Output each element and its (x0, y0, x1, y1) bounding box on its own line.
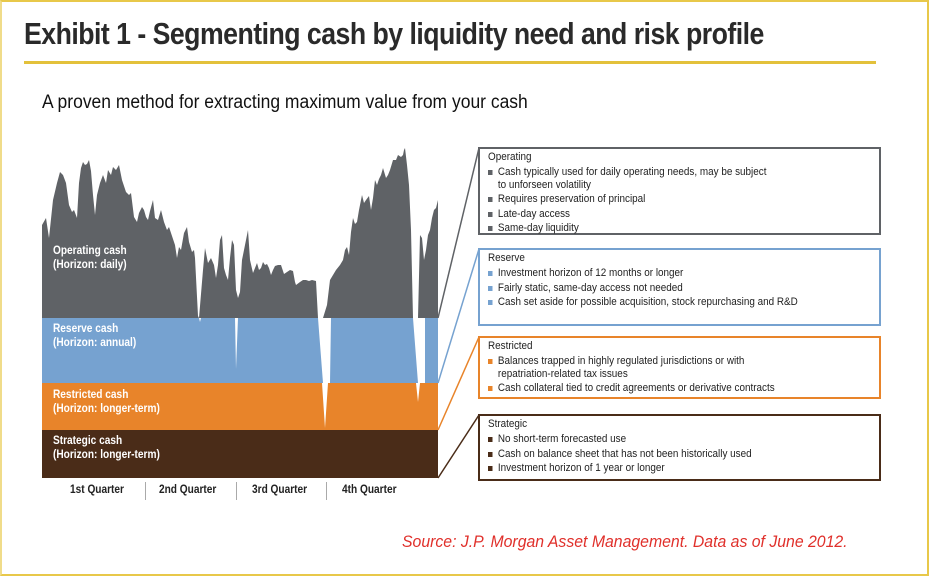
band-label-strategic-horizon: (Horizon: longer-term) (53, 449, 160, 461)
square-bullet-icon (488, 451, 493, 457)
square-bullet-icon (488, 170, 493, 175)
box-operating-title: Operating (488, 151, 532, 163)
square-bullet-icon (488, 359, 493, 364)
band-label-restricted: Restricted cash (Horizon: longer-term) (53, 388, 160, 416)
list-item: Investment horizon of 1 year or longer (488, 462, 894, 475)
band-label-operating-name: Operating cash (53, 245, 127, 257)
restricted-band (42, 383, 438, 430)
x-tick-q4: 4th Quarter (342, 484, 397, 496)
band-label-strategic-name: Strategic cash (53, 435, 123, 447)
x-tick-q3: 3rd Quarter (252, 484, 308, 496)
list-item-text: Late-day access (497, 207, 570, 220)
list-item: No short-term forecasted use (488, 433, 894, 446)
square-bullet-icon (488, 271, 493, 276)
list-item-text: Cash typically used for daily operating … (497, 166, 767, 191)
list-item-text: Investment horizon of 1 year or longer (497, 462, 665, 474)
connector-reserve (437, 248, 480, 384)
square-bullet-icon (488, 437, 493, 442)
band-label-strategic: Strategic cash (Horizon: longer-term) (53, 434, 160, 462)
list-item: Cash typically used for daily operating … (488, 166, 894, 191)
square-bullet-icon (488, 197, 493, 202)
connector-operating (437, 147, 480, 319)
square-bullet-icon (488, 300, 493, 305)
list-item: Cash on balance sheet that has not been … (488, 448, 894, 461)
strategic-band (42, 430, 438, 478)
list-item-text: Requires preservation of principal (497, 193, 646, 205)
box-reserve-title: Reserve (488, 252, 525, 264)
title-underline (24, 61, 876, 64)
x-tick-q2: 2nd Quarter (159, 484, 217, 496)
list-item: Balances trapped in highly regulated jur… (488, 355, 894, 380)
reserve-band (42, 318, 438, 383)
list-item-text: Cash collateral tied to credit agreement… (497, 382, 775, 394)
box-strategic: Strategic No short-term forecasted use C… (478, 414, 881, 481)
square-bullet-icon (488, 466, 493, 471)
list-item: Same-day liquidity (488, 222, 894, 235)
box-restricted: Restricted Balances trapped in highly re… (478, 336, 881, 399)
operating-band (42, 148, 438, 318)
band-label-reserve: Reserve cash (Horizon: annual) (53, 322, 136, 350)
box-reserve-list: Investment horizon of 12 months or longe… (488, 267, 871, 309)
source-note: Source: J.P. Morgan Asset Management. Da… (402, 532, 848, 551)
list-item-text: Balances trapped in highly regulated jur… (497, 355, 745, 380)
band-label-restricted-name: Restricted cash (53, 389, 129, 401)
exhibit-subtitle: A proven method for extracting maximum v… (42, 92, 528, 113)
box-reserve: Reserve Investment horizon of 12 months … (478, 248, 881, 326)
list-item-text: Same-day liquidity (497, 222, 579, 234)
list-item: Late-day access (488, 208, 894, 221)
list-item: Requires preservation of principal (488, 193, 894, 206)
list-item-text: Fairly static, same-day access not neede… (497, 281, 683, 294)
x-tick-separator (326, 482, 327, 500)
band-label-restricted-horizon: (Horizon: longer-term) (53, 403, 160, 415)
list-item: Cash collateral tied to credit agreement… (488, 382, 894, 395)
list-item-text: No short-term forecasted use (497, 433, 627, 445)
list-item-text: Cash set aside for possible acquisition,… (497, 296, 798, 308)
connector-restricted (437, 336, 480, 431)
list-item-text: Investment horizon of 12 months or longe… (497, 267, 684, 279)
list-item: Investment horizon of 12 months or longe… (488, 267, 894, 280)
band-label-reserve-horizon: (Horizon: annual) (53, 337, 137, 349)
list-item: Fairly static, same-day access not neede… (488, 282, 894, 295)
band-label-operating: Operating cash (Horizon: daily) (53, 244, 127, 272)
box-operating-list: Cash typically used for daily operating … (488, 166, 871, 235)
exhibit-title: Exhibit 1 - Segmenting cash by liquidity… (24, 16, 764, 51)
x-tick-separator (145, 482, 146, 500)
box-strategic-title: Strategic (488, 418, 528, 430)
box-strategic-list: No short-term forecasted use Cash on bal… (488, 433, 871, 475)
square-bullet-icon (488, 285, 493, 291)
x-tick-q1: 1st Quarter (70, 484, 124, 496)
list-item: Cash set aside for possible acquisition,… (488, 296, 894, 309)
box-operating: Operating Cash typically used for daily … (478, 147, 881, 235)
x-tick-separator (236, 482, 237, 500)
square-bullet-icon (488, 211, 493, 217)
list-item-text: Cash on balance sheet that has not been … (497, 447, 752, 460)
box-restricted-list: Balances trapped in highly regulated jur… (488, 355, 871, 395)
connector-strategic (437, 414, 480, 479)
square-bullet-icon (488, 226, 493, 231)
square-bullet-icon (488, 386, 493, 391)
band-label-operating-horizon: (Horizon: daily) (53, 259, 127, 271)
box-restricted-title: Restricted (488, 340, 533, 352)
band-label-reserve-name: Reserve cash (53, 323, 119, 335)
